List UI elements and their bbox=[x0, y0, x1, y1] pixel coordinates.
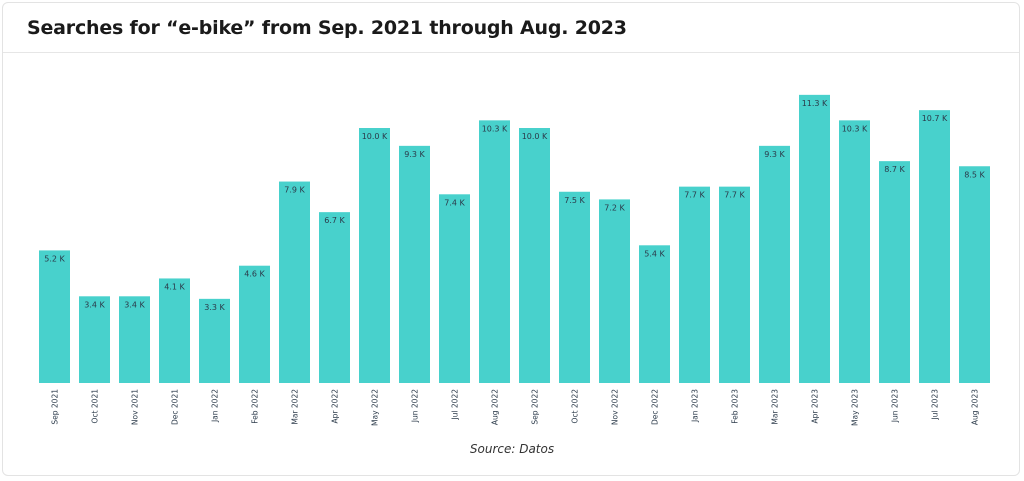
value-label: 7.7 K bbox=[724, 191, 745, 200]
value-label: 8.7 K bbox=[884, 165, 905, 174]
x-tick-label: Oct 2022 bbox=[571, 389, 580, 424]
x-tick-label: Sep 2022 bbox=[531, 389, 540, 425]
bar-may-2022[interactable] bbox=[359, 128, 390, 383]
bar-aug-2022[interactable] bbox=[479, 120, 510, 383]
bar-nov-2022[interactable] bbox=[599, 199, 630, 383]
value-label: 10.3 K bbox=[482, 124, 508, 133]
x-tick-label: Dec 2022 bbox=[651, 389, 660, 425]
bar-oct-2022[interactable] bbox=[559, 191, 590, 383]
x-tick-label: May 2022 bbox=[371, 389, 380, 426]
value-label: 4.1 K bbox=[164, 282, 185, 291]
value-label: 4.6 K bbox=[244, 270, 265, 279]
x-tick-label: Apr 2023 bbox=[811, 389, 820, 424]
bar-jan-2023[interactable] bbox=[679, 186, 710, 383]
bar-apr-2022[interactable] bbox=[319, 212, 350, 383]
bar-jul-2022[interactable] bbox=[439, 194, 470, 383]
chart-card: Searches for “e-bike” from Sep. 2021 thr… bbox=[2, 2, 1020, 476]
value-labels-group: 5.2 K 3.4 K 3.4 K 4.1 K 3.3 K 4.6 K 7.9 K 6.7 K… bbox=[44, 99, 985, 312]
bar-feb-2023[interactable] bbox=[719, 186, 750, 383]
x-tick-label: Jan 2023 bbox=[691, 389, 700, 423]
bar-jun-2023[interactable] bbox=[879, 161, 910, 383]
value-label: 10.7 K bbox=[922, 114, 948, 123]
source-note: Source: Datos bbox=[470, 442, 554, 456]
bar-jan-2022[interactable] bbox=[199, 298, 230, 383]
value-label: 11.3 K bbox=[802, 99, 828, 108]
x-tick-label: Mar 2022 bbox=[291, 389, 300, 425]
chart-area: 5.2 K 3.4 K 3.4 K 4.1 K 3.3 K 4.6 K 7.9 K 6.7 K… bbox=[3, 53, 1021, 477]
x-tick-label: Mar 2023 bbox=[771, 389, 780, 425]
value-label: 7.4 K bbox=[444, 198, 465, 207]
value-label: 5.4 K bbox=[644, 249, 665, 258]
value-label: 10.0 K bbox=[362, 132, 388, 141]
x-tick-label: Aug 2022 bbox=[491, 389, 500, 425]
bar-oct-2021[interactable] bbox=[79, 296, 110, 383]
bar-mar-2023[interactable] bbox=[759, 145, 790, 383]
bar-sep-2022[interactable] bbox=[519, 128, 550, 383]
bar-chart: 5.2 K 3.4 K 3.4 K 4.1 K 3.3 K 4.6 K 7.9 K 6.7 K… bbox=[39, 94, 990, 456]
value-label: 3.3 K bbox=[204, 303, 225, 312]
x-tick-label: Jun 2023 bbox=[891, 389, 900, 423]
bar-apr-2023[interactable] bbox=[799, 94, 830, 383]
value-label: 10.3 K bbox=[842, 124, 868, 133]
value-label: 9.3 K bbox=[764, 150, 785, 159]
x-tick-label: Apr 2022 bbox=[331, 389, 340, 424]
card-header: Searches for “e-bike” from Sep. 2021 thr… bbox=[3, 3, 1019, 53]
value-label: 3.4 K bbox=[124, 300, 145, 309]
value-label: 7.2 K bbox=[604, 203, 625, 212]
bar-sep-2021[interactable] bbox=[39, 250, 70, 383]
value-label: 7.7 K bbox=[684, 191, 705, 200]
x-tick-label: Nov 2022 bbox=[611, 389, 620, 425]
bars-group bbox=[39, 94, 990, 384]
bar-feb-2022[interactable] bbox=[239, 265, 270, 383]
value-label: 7.9 K bbox=[284, 186, 305, 195]
x-tick-label: Oct 2021 bbox=[91, 389, 100, 424]
bar-dec-2022[interactable] bbox=[639, 245, 670, 383]
x-tick-label: Aug 2023 bbox=[971, 389, 980, 425]
x-tick-label: Nov 2021 bbox=[131, 389, 140, 425]
value-label: 5.2 K bbox=[44, 254, 65, 263]
x-tick-label: Jun 2022 bbox=[411, 389, 420, 423]
value-label: 9.3 K bbox=[404, 150, 425, 159]
value-label: 3.4 K bbox=[84, 300, 105, 309]
bar-nov-2021[interactable] bbox=[119, 296, 150, 383]
x-tick-label: Feb 2022 bbox=[251, 389, 260, 424]
bar-jun-2022[interactable] bbox=[399, 145, 430, 383]
x-tick-label: Jul 2022 bbox=[451, 389, 460, 421]
chart-title: Searches for “e-bike” from Sep. 2021 thr… bbox=[27, 16, 627, 39]
value-label: 8.5 K bbox=[964, 170, 985, 179]
value-label: 6.7 K bbox=[324, 216, 345, 225]
x-tick-label: Sep 2021 bbox=[51, 389, 60, 425]
bar-mar-2022[interactable] bbox=[279, 181, 310, 383]
x-tick-labels-group: Sep 2021 Oct 2021 Nov 2021 Dec 2021 Jan 2022… bbox=[51, 389, 980, 426]
x-tick-label: Jul 2023 bbox=[931, 389, 940, 421]
bar-may-2023[interactable] bbox=[839, 120, 870, 383]
bar-jul-2023[interactable] bbox=[919, 110, 950, 384]
bar-aug-2023[interactable] bbox=[959, 166, 990, 383]
x-tick-label: Jan 2022 bbox=[211, 389, 220, 423]
value-label: 7.5 K bbox=[564, 196, 585, 205]
bar-dec-2021[interactable] bbox=[159, 278, 190, 383]
x-tick-label: May 2023 bbox=[851, 389, 860, 426]
x-tick-label: Dec 2021 bbox=[171, 389, 180, 425]
x-tick-label: Feb 2023 bbox=[731, 389, 740, 424]
value-label: 10.0 K bbox=[522, 132, 548, 141]
